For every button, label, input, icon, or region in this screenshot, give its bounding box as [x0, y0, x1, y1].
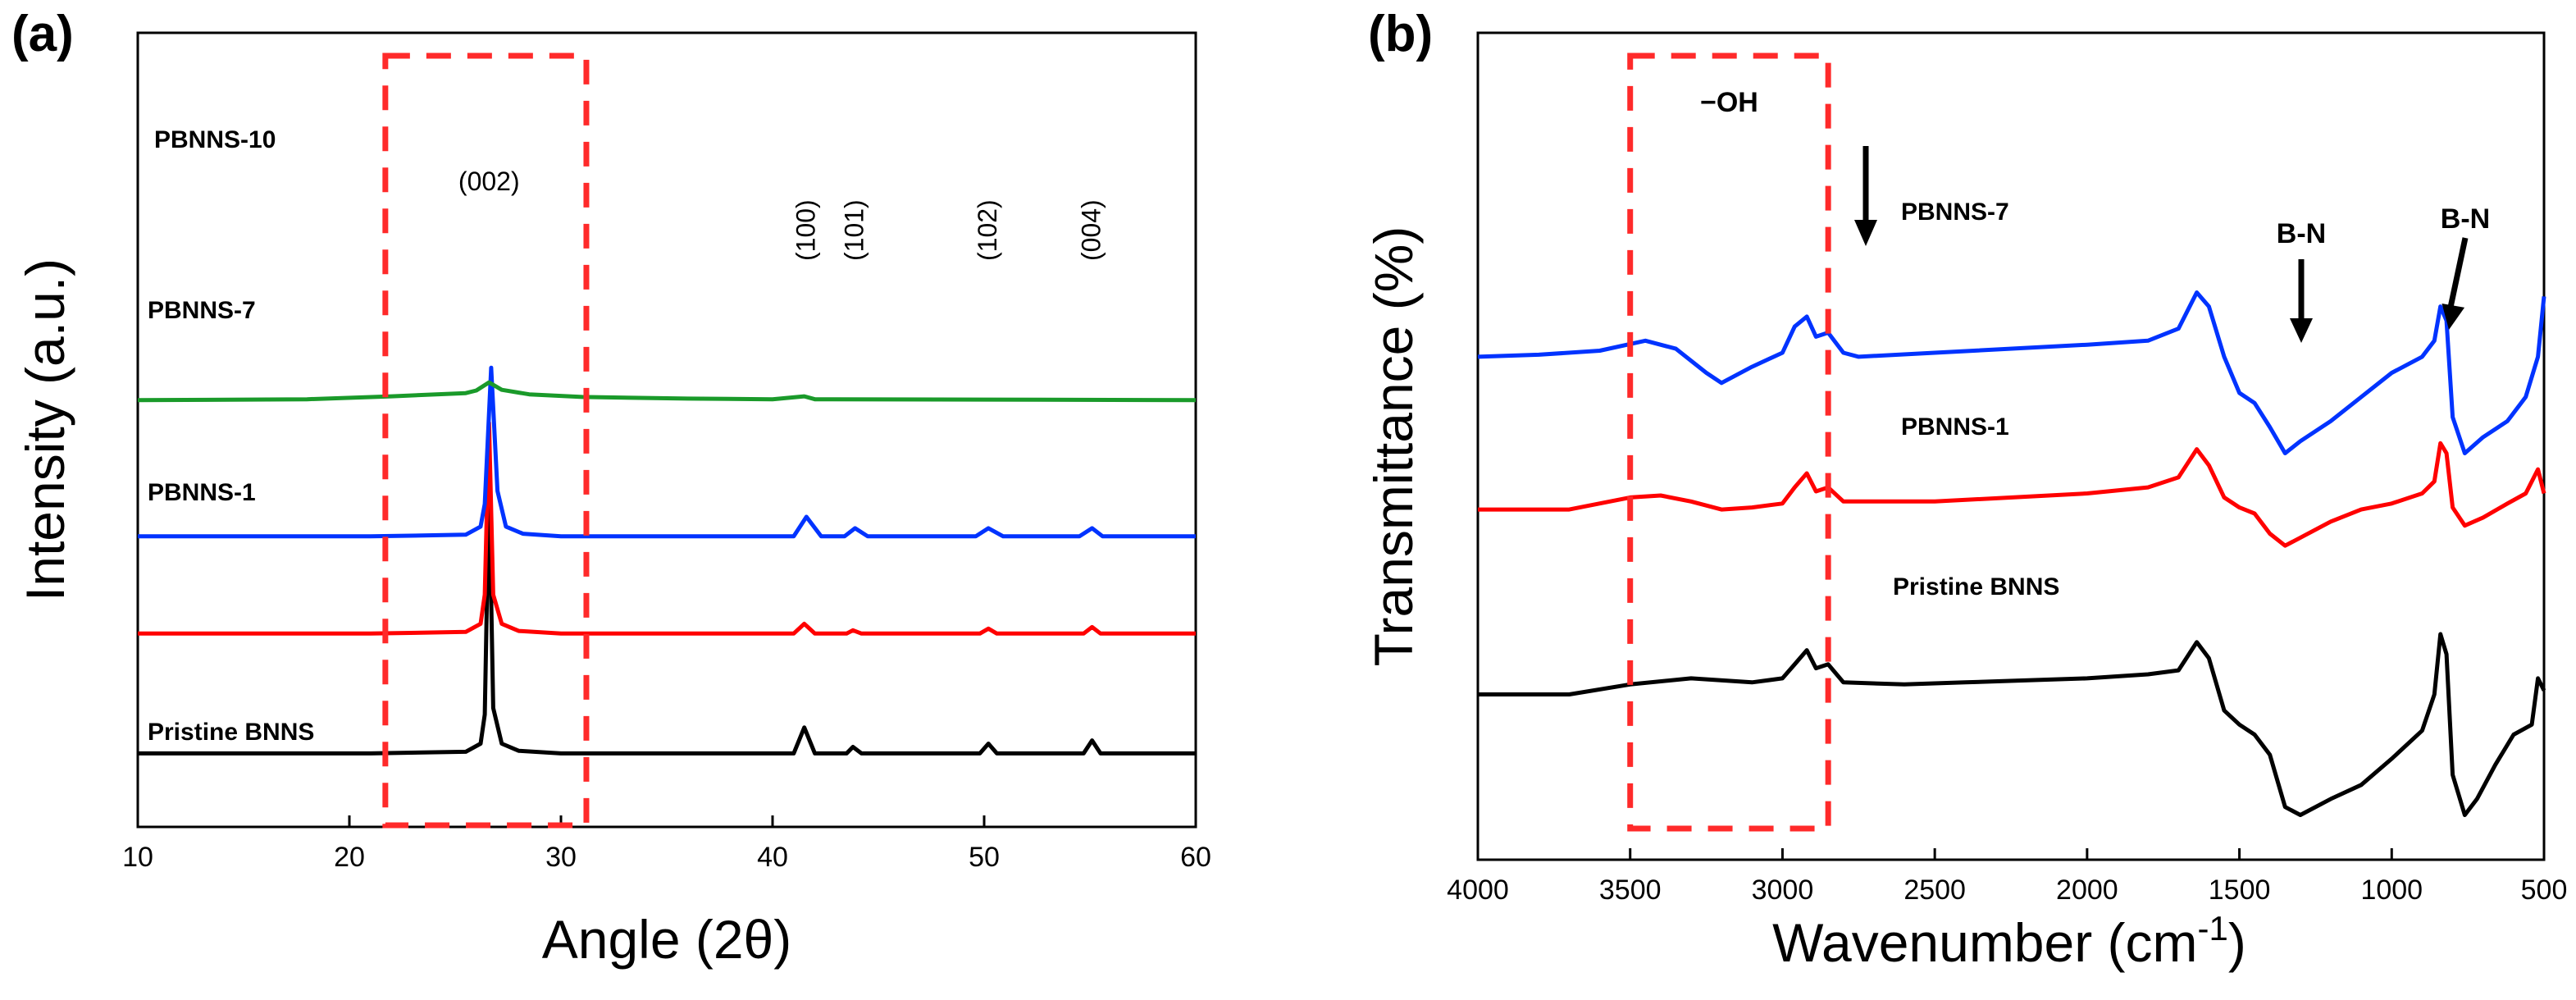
x-tick-label-40: 40 [757, 842, 788, 873]
panel-a-label: (a) [11, 6, 74, 62]
x-tick-label-b-1500: 1500 [2209, 874, 2271, 906]
panel-a-xrd-chart: (a) 10 20 30 40 50 60 (002)(100) (101) (102) (00… [11, 6, 1211, 970]
panel-b-ftir-chart: (b) 4000 3500 3000 2500 2000 1500 1000 500 −OH … [1363, 6, 2567, 973]
panel-a-x-axis-title: Angle (2θ) [542, 909, 792, 970]
bn-annotation-label-1: B-N [2277, 218, 2326, 249]
peak-label-101: (101) [840, 199, 869, 261]
panel-a-plot-frame [136, 31, 1197, 829]
series-line-pbnns-1 [138, 421, 1196, 636]
series-label-pbnns-1: PBNNS-1 [148, 479, 256, 506]
series-line-pristine-bnns [138, 482, 1196, 756]
panel-b-x-axis-title: Wavenumber (cm-1) [1772, 909, 2246, 973]
peak-label-002: (002) [458, 167, 520, 196]
highlight-rect [382, 53, 590, 829]
series-label-pbnns-7: PBNNS-7 [148, 297, 256, 324]
highlight-rect-b [1627, 53, 1831, 832]
panel-b-annotations: B-N B-N [1854, 146, 2490, 343]
bn-arrow-shaft-2 [2446, 237, 2469, 316]
panel-a-highlight-box [382, 53, 590, 829]
panel-a-peak-labels: (002) (100) (101) (102) (004) [458, 167, 1106, 261]
series-line-b-pbnns-7 [1477, 290, 2546, 455]
panel-b-highlight-box: −OH [1627, 53, 1831, 832]
bn-annotation-label-2: B-N [2441, 203, 2490, 235]
panel-b-x-axis-ticks: 4000 3500 3000 2500 2000 1500 1000 500 [1447, 848, 2567, 906]
series-line-pbnns-10 [137, 380, 1197, 403]
series-line-b-pbnns-1 [1478, 441, 2546, 548]
panel-b-label: (b) [1368, 6, 1433, 62]
bn-arrow-head-1 [2290, 318, 2313, 343]
x-tick-label-b-500: 500 [2521, 874, 2568, 906]
series-label-pbnns-1-b: PBNNS-1 [1901, 413, 2009, 441]
panel-a-series-group [137, 365, 1197, 756]
panel-a-x-axis-ticks: 10 20 30 40 50 60 [122, 815, 1211, 873]
peak-label-100: (100) [791, 199, 820, 261]
series-label-pristine-bnns-b: Pristine BNNS [1893, 573, 2059, 600]
x-tick-label-b-2500: 2500 [1904, 874, 1966, 906]
x-tick-label-b-4000: 4000 [1447, 874, 1509, 906]
x-tick-label-b-3500: 3500 [1599, 874, 1662, 906]
series-line-pbnns-7 [138, 365, 1196, 539]
series-label-pristine-bnns: Pristine BNNS [148, 719, 314, 746]
peak-label-102: (102) [973, 199, 1002, 261]
bn-arrow-head-2 [2442, 304, 2465, 330]
panel-a-y-axis-title: Intensity (a.u.) [15, 258, 75, 601]
x-tick-label-20: 20 [334, 842, 365, 873]
panel-b-plot-frame [1476, 31, 2546, 861]
panel-b-y-axis-title: Transmittance (%) [1363, 226, 1424, 667]
x-tick-label-b-2000: 2000 [2056, 874, 2118, 906]
x-tick-label-50: 50 [969, 842, 1000, 873]
x-tick-label-b-3000: 3000 [1752, 874, 1814, 906]
series-line-b-pristine-bnns [1478, 632, 2546, 817]
series-label-pbnns-7-b: PBNNS-7 [1901, 199, 2009, 226]
x-tick-label-60: 60 [1180, 842, 1211, 873]
panel-b-series-group [1477, 290, 2546, 817]
peak-label-004: (004) [1077, 199, 1106, 261]
x-tick-label-30: 30 [545, 842, 577, 873]
x-tick-label-b-1000: 1000 [2360, 874, 2423, 906]
oh-arrow-head [1854, 220, 1877, 246]
series-label-pbnns-10: PBNNS-10 [154, 126, 276, 153]
oh-label: −OH [1700, 87, 1758, 118]
x-tick-label-10: 10 [122, 842, 153, 873]
